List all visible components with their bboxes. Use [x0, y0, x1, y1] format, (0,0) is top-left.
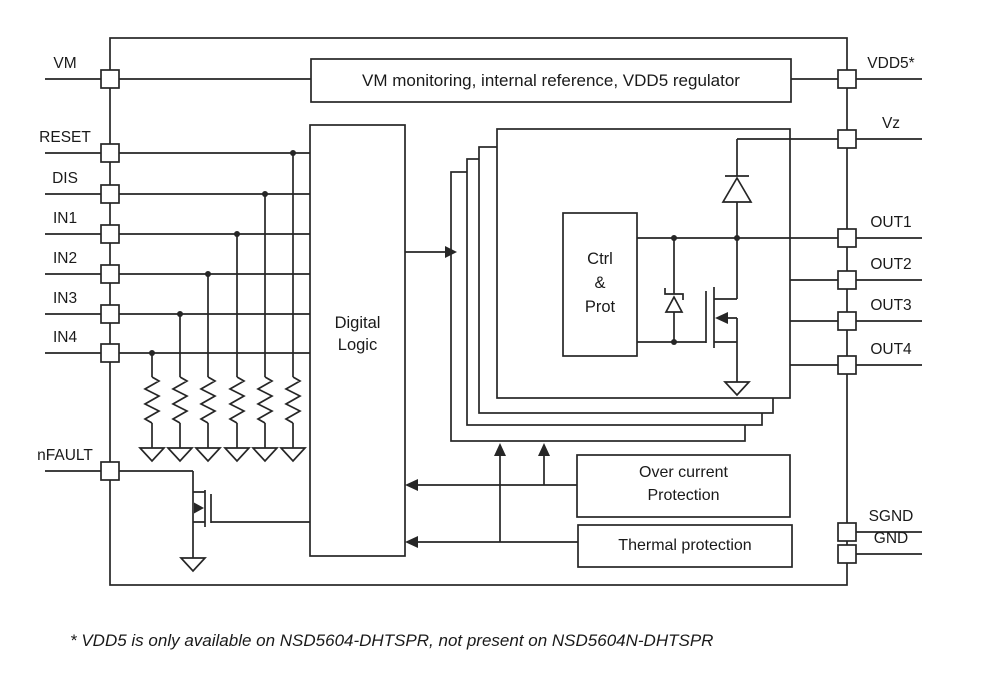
pin-square-out3: [837, 311, 857, 331]
pin-square-out4: [837, 355, 857, 375]
vm-monitoring-block: [310, 58, 792, 103]
thermal-block: [577, 524, 793, 568]
pin-square-vz: [837, 129, 857, 149]
resistor-icon: [143, 376, 161, 424]
pin-square-in2: [100, 264, 120, 284]
protection-wires: [405, 443, 578, 548]
nfault-mosfet: [179, 471, 310, 573]
pin-square-dis: [100, 184, 120, 204]
pin-label-vdd5: VDD5*: [867, 55, 915, 72]
over-current-label: Over current Protection: [577, 461, 790, 507]
junction-dot: [671, 339, 677, 345]
pin-label-vz: Vz: [881, 115, 901, 132]
junction-dot: [262, 191, 268, 197]
right-pin-wires: [737, 78, 922, 555]
pin-square-reset: [100, 143, 120, 163]
digital-logic-line1: Digital: [334, 314, 381, 332]
pin-label-in4: IN4: [52, 329, 78, 346]
pin-square-vdd5: [837, 69, 857, 89]
pin-label-out4: OUT4: [870, 341, 912, 358]
junction-dot: [205, 271, 211, 277]
zener-diode-icon: [664, 238, 684, 342]
channel-internals: [562, 139, 838, 397]
left-pin-wires: [45, 78, 311, 472]
ctrl-prot-line2: &: [594, 274, 606, 292]
output-mosfet: [705, 287, 751, 397]
nmos-body-arrow: [715, 312, 728, 324]
pin-label-out1: OUT1: [870, 214, 912, 231]
thermal-protection-label: Thermal protection: [618, 537, 752, 554]
ground-icon: [279, 447, 307, 463]
over-current-line2: Protection: [647, 487, 720, 504]
pin-label-vm: VM: [53, 55, 77, 72]
pin-label-nfault: nFAULT: [37, 447, 93, 464]
pin-label-in1: IN1: [52, 210, 78, 227]
resistor-icon: [171, 376, 189, 424]
pin-square-in4: [100, 343, 120, 363]
arrow-left-icon: [405, 536, 418, 548]
pin-label-out2: OUT2: [870, 256, 912, 273]
junction-dot: [149, 350, 155, 356]
pin-label-out3: OUT3: [870, 297, 912, 314]
pin-square-nfault: [100, 461, 120, 481]
arrow-left-icon: [405, 479, 418, 491]
ctrl-prot-line1: Ctrl: [587, 250, 613, 268]
pin-label-sgnd: SGND: [868, 508, 914, 525]
over-current-block: [576, 454, 791, 518]
footnote: * VDD5 is only available on NSD5604-DHTS…: [70, 631, 714, 650]
pin-label-dis: DIS: [52, 170, 78, 187]
ground-icon: [251, 447, 279, 463]
junction-dot: [734, 235, 740, 241]
diode-icon: [721, 139, 753, 299]
arrow-right-icon: [445, 246, 457, 258]
digital-logic-block: [309, 124, 406, 557]
pin-label-in2: IN2: [52, 250, 78, 267]
pin-squares: [100, 69, 857, 564]
pin-square-vm: [100, 69, 120, 89]
pin-square-out2: [837, 270, 857, 290]
junction-dot: [671, 235, 677, 241]
ctrl-prot-line3: Prot: [584, 298, 616, 316]
junction-dot: [177, 311, 183, 317]
nmos-body-arrow: [194, 502, 204, 514]
over-current-line1: Over current: [639, 464, 728, 481]
ground-icon: [179, 557, 207, 573]
junction-dot: [234, 231, 240, 237]
pulldown-resistors: [138, 376, 307, 463]
junction-dots: [149, 150, 740, 356]
pin-square-in3: [100, 304, 120, 324]
pulldown-taps: [151, 153, 294, 377]
dl-to-stack-arrow: [405, 246, 457, 258]
resistor-icon: [256, 376, 274, 424]
arrow-up-icon: [538, 443, 550, 456]
digital-logic-line2: Logic: [337, 336, 378, 354]
pin-label-in3: IN3: [52, 290, 78, 307]
ground-icon: [166, 447, 194, 463]
pin-label-gnd: GND: [873, 530, 909, 547]
pin-square-sgnd: [837, 522, 857, 542]
ctrl-prot-label: Ctrl & Prot: [563, 247, 637, 319]
resistor-icon: [284, 376, 302, 424]
channel-box-1: [496, 128, 791, 399]
pin-square-gnd: [837, 544, 857, 564]
ctrl-prot-block: [562, 212, 638, 357]
resistor-icon: [228, 376, 246, 424]
pin-label-reset: RESET: [39, 129, 91, 146]
junction-dot: [290, 150, 296, 156]
arrow-up-icon: [494, 443, 506, 456]
digital-logic-label: Digital Logic: [310, 312, 405, 356]
schematic: [45, 37, 922, 586]
ground-icon: [223, 447, 251, 463]
ground-icon: [194, 447, 222, 463]
pin-square-in1: [100, 224, 120, 244]
vm-monitoring-label: VM monitoring, internal reference, VDD5 …: [362, 70, 740, 90]
ground-icon: [138, 447, 166, 463]
ground-icon: [723, 381, 751, 397]
resistor-icon: [199, 376, 217, 424]
pin-square-out1: [837, 228, 857, 248]
